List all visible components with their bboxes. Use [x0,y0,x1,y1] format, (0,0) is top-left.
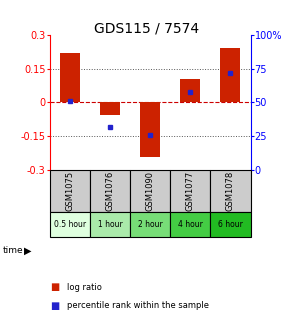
Bar [50,212,90,237]
Bar [210,170,251,212]
Bar [90,212,130,237]
Text: ■: ■ [50,301,59,311]
Bar [130,212,170,237]
Text: GSM1090: GSM1090 [146,171,155,211]
Bar [180,79,200,102]
Text: GSM1078: GSM1078 [226,171,235,211]
Text: GDS115 / 7574: GDS115 / 7574 [94,22,199,36]
Bar [220,48,241,102]
Bar [140,102,160,157]
Text: GSM1077: GSM1077 [186,171,195,211]
Text: ▶: ▶ [24,245,32,255]
Text: 0.5 hour: 0.5 hour [54,220,86,229]
Bar [170,170,210,212]
Bar [50,170,90,212]
Text: GSM1076: GSM1076 [105,171,115,211]
Bar [100,102,120,115]
Text: 1 hour: 1 hour [98,220,122,229]
Bar [170,212,210,237]
Text: ■: ■ [50,282,59,292]
Bar [130,170,170,212]
Text: 2 hour: 2 hour [138,220,163,229]
Bar [210,212,251,237]
Text: log ratio: log ratio [67,283,102,292]
Bar [90,170,130,212]
Text: 4 hour: 4 hour [178,220,203,229]
Text: percentile rank within the sample: percentile rank within the sample [67,301,209,310]
Text: 6 hour: 6 hour [218,220,243,229]
Text: GSM1075: GSM1075 [65,171,74,211]
Bar [60,53,80,102]
Text: time: time [3,246,23,255]
